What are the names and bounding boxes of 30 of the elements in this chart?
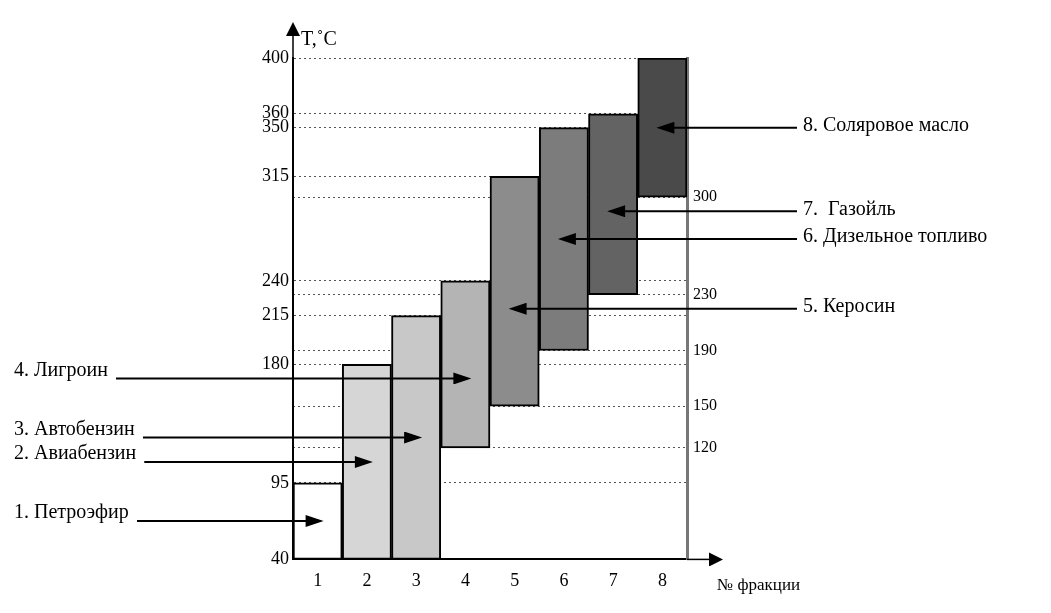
y-tick-label: 315	[262, 165, 289, 186]
text: 8. Соляровое масло	[803, 112, 969, 136]
text: 1. Петроэфир	[14, 500, 129, 524]
x-tick-label: 5	[510, 569, 520, 590]
text: 4. Лигроин	[14, 357, 109, 381]
x-tick-label: 8	[657, 569, 667, 590]
y-tick-label: 95	[271, 471, 289, 492]
x-tick-label: 3	[411, 569, 421, 590]
text: 6. Дизельное топливо	[803, 224, 988, 248]
x-tick-label: 4	[460, 569, 470, 590]
y-tick-label: 180	[262, 353, 289, 374]
text: 2. Авиабензин	[14, 441, 137, 464]
y2-tick-label: 190	[693, 340, 717, 358]
y-tick-label: 215	[262, 304, 289, 325]
x-tick-label: 2	[362, 569, 372, 590]
x-tick-label: 7	[608, 569, 618, 590]
y2-tick-label: 150	[693, 396, 717, 414]
text: 7. Газойль	[803, 196, 896, 219]
y-tick-label: 400	[262, 46, 289, 67]
y-axis-title: T,˚C	[301, 27, 337, 50]
text: 5. Керосин	[803, 294, 896, 318]
x-tick-label: 6	[559, 569, 569, 590]
y2-tick-label: 120	[693, 438, 717, 456]
text: 3. Автобензин	[14, 416, 135, 439]
y-tick-label: 240	[262, 269, 289, 290]
x-tick-label: 1	[313, 569, 323, 590]
x-axis-title: № фракции	[717, 575, 801, 595]
y2-tick-label: 300	[693, 187, 717, 205]
y-tick-label: 40	[271, 548, 289, 569]
y2-tick-label: 230	[693, 284, 717, 302]
